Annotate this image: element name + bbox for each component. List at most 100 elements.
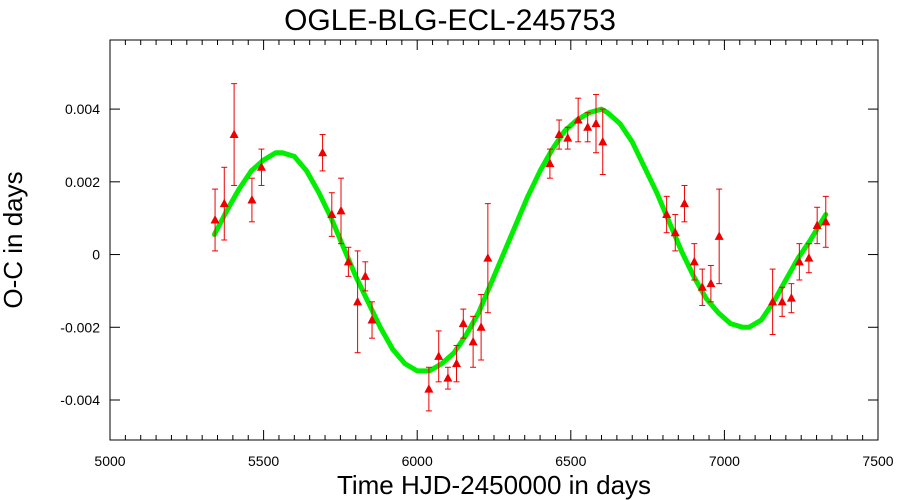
triangle-marker	[360, 271, 370, 280]
axis-ticks	[109, 40, 879, 440]
data-point	[483, 203, 493, 314]
data-point	[583, 112, 593, 143]
triangle-marker	[714, 231, 724, 240]
data-point	[786, 283, 796, 314]
data-point	[256, 148, 266, 186]
triangle-marker	[662, 209, 672, 219]
triangle-marker	[443, 373, 453, 382]
triangle-marker	[697, 282, 707, 291]
triangle-marker	[476, 322, 486, 331]
data-point	[598, 108, 608, 176]
data-point	[812, 206, 822, 245]
triangle-marker	[452, 358, 462, 368]
y-tick-label: 0.004	[65, 101, 100, 117]
data-point	[219, 166, 229, 241]
data-point	[452, 344, 462, 383]
x-axis-label: Time HJD-2450000 in days	[337, 470, 651, 500]
triangle-marker	[583, 122, 593, 131]
y-tick-label: 0.002	[65, 174, 100, 190]
triangle-marker	[804, 253, 814, 262]
fit-curve	[211, 106, 829, 374]
triangle-marker	[229, 129, 239, 139]
triangle-marker	[545, 158, 555, 168]
triangle-marker	[670, 227, 680, 237]
triangle-marker	[424, 384, 434, 393]
triangle-marker	[679, 198, 689, 208]
triangle-marker	[794, 256, 804, 266]
triangle-marker	[598, 136, 608, 146]
data-point	[714, 188, 724, 285]
triangle-marker	[777, 296, 787, 306]
data-point	[804, 243, 814, 274]
x-tick-label: 5000	[94, 453, 125, 469]
data-point	[353, 250, 363, 354]
data-point	[662, 195, 672, 234]
x-tick-labels: 5000 5500 6000 6500 7000 7500	[94, 453, 893, 469]
triangle-marker	[706, 278, 716, 288]
y-tick-labels: -0.004 -0.002 0 0.002 0.004	[60, 101, 100, 408]
triangle-marker	[353, 296, 363, 306]
data-point	[476, 294, 486, 361]
data-point	[434, 330, 444, 383]
triangle-marker	[554, 129, 564, 139]
x-tick-label: 7000	[709, 453, 740, 469]
data-point	[563, 126, 573, 150]
data-point	[443, 366, 453, 390]
data-point	[554, 119, 564, 150]
data-point	[327, 192, 337, 237]
data-point	[679, 184, 689, 223]
triangle-marker	[327, 209, 337, 219]
data-point	[768, 268, 778, 336]
triangle-marker	[458, 318, 468, 328]
triangle-marker	[786, 293, 796, 302]
triangle-marker	[468, 336, 478, 346]
triangle-marker	[768, 296, 778, 306]
triangle-marker	[318, 147, 328, 157]
data-point	[777, 286, 787, 317]
chart-title: OGLE-BLG-ECL-245753	[284, 4, 616, 37]
triangle-marker	[434, 351, 444, 360]
triangle-marker	[247, 195, 257, 204]
data-point	[360, 261, 370, 292]
data-point	[697, 268, 707, 306]
data-point	[343, 246, 353, 277]
triangle-marker	[812, 220, 822, 229]
data-point	[210, 188, 220, 252]
data-point	[458, 308, 468, 339]
x-tick-label: 5500	[248, 453, 279, 469]
data-point	[247, 177, 257, 223]
data-point	[794, 243, 804, 281]
data-point	[229, 83, 239, 186]
data-point	[468, 315, 478, 368]
x-tick-label: 6000	[402, 453, 433, 469]
data-point	[670, 214, 680, 252]
data-points-layer	[210, 83, 831, 412]
triangle-marker	[591, 118, 601, 128]
data-point	[367, 301, 377, 339]
triangle-marker	[210, 215, 220, 224]
triangle-marker	[256, 162, 266, 171]
triangle-marker	[563, 133, 573, 142]
y-tick-label: 0	[92, 247, 100, 263]
fit-curve-layer	[211, 106, 829, 374]
data-point	[689, 243, 699, 281]
x-tick-label: 7500	[862, 453, 893, 469]
data-point	[424, 366, 434, 412]
data-point	[336, 177, 346, 245]
data-point	[591, 94, 601, 154]
triangle-marker	[336, 205, 346, 215]
triangle-marker	[483, 253, 493, 262]
data-point	[545, 148, 555, 179]
data-point	[573, 97, 583, 143]
triangle-marker	[367, 315, 377, 324]
triangle-marker	[821, 216, 831, 226]
data-point	[706, 264, 716, 303]
y-axis-label: O-C in days	[0, 171, 28, 308]
y-tick-label: -0.002	[60, 319, 100, 335]
y-tick-label: -0.004	[60, 392, 100, 408]
triangle-marker	[573, 115, 583, 124]
x-tick-label: 6500	[555, 453, 586, 469]
triangle-marker	[219, 198, 229, 208]
triangle-marker	[689, 256, 699, 266]
